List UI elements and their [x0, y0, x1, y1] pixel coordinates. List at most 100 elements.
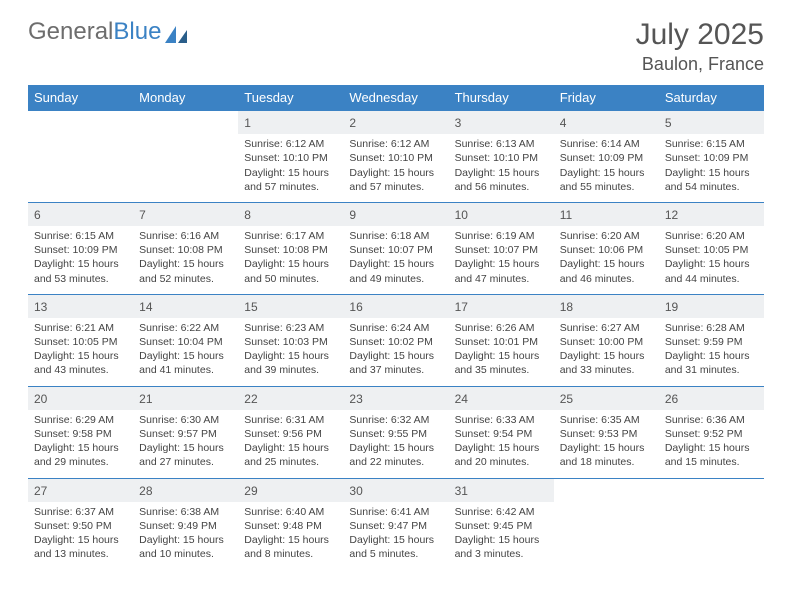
day-detail-cell: Sunrise: 6:13 AMSunset: 10:10 PMDaylight… [449, 134, 554, 202]
day-number-cell [554, 478, 659, 502]
day-number-cell: 30 [343, 478, 448, 502]
detail-row: Sunrise: 6:15 AMSunset: 10:09 PMDaylight… [28, 226, 764, 294]
day-detail-line: Sunrise: 6:14 AM [560, 137, 653, 151]
day-number-cell: 7 [133, 202, 238, 226]
day-detail-cell: Sunrise: 6:37 AMSunset: 9:50 PMDaylight:… [28, 502, 133, 570]
day-detail-line: Daylight: 15 hours and 43 minutes. [34, 349, 127, 377]
weekday-header: Thursday [449, 85, 554, 111]
day-detail-line: Sunset: 10:06 PM [560, 243, 653, 257]
day-number-cell: 3 [449, 111, 554, 135]
day-number-cell: 21 [133, 386, 238, 410]
weekday-header: Friday [554, 85, 659, 111]
day-detail-cell [659, 502, 764, 570]
day-detail-line: Sunrise: 6:20 AM [665, 229, 758, 243]
day-detail-line: Daylight: 15 hours and 46 minutes. [560, 257, 653, 285]
day-detail-cell: Sunrise: 6:40 AMSunset: 9:48 PMDaylight:… [238, 502, 343, 570]
weekday-header: Wednesday [343, 85, 448, 111]
day-number-cell: 26 [659, 386, 764, 410]
day-detail-line: Sunset: 10:08 PM [139, 243, 232, 257]
day-detail-line: Sunset: 10:01 PM [455, 335, 548, 349]
day-detail-line: Sunrise: 6:31 AM [244, 413, 337, 427]
detail-row: Sunrise: 6:21 AMSunset: 10:05 PMDaylight… [28, 318, 764, 386]
daynum-row: 2728293031 [28, 478, 764, 502]
day-detail-line: Sunrise: 6:36 AM [665, 413, 758, 427]
day-detail-line: Sunset: 9:48 PM [244, 519, 337, 533]
day-detail-cell: Sunrise: 6:38 AMSunset: 9:49 PMDaylight:… [133, 502, 238, 570]
day-detail-line: Sunrise: 6:35 AM [560, 413, 653, 427]
day-number-cell: 27 [28, 478, 133, 502]
day-detail-cell: Sunrise: 6:30 AMSunset: 9:57 PMDaylight:… [133, 410, 238, 478]
day-number-cell: 25 [554, 386, 659, 410]
day-detail-line: Sunrise: 6:38 AM [139, 505, 232, 519]
day-detail-line: Sunset: 10:04 PM [139, 335, 232, 349]
day-detail-cell: Sunrise: 6:35 AMSunset: 9:53 PMDaylight:… [554, 410, 659, 478]
day-detail-line: Sunset: 10:02 PM [349, 335, 442, 349]
page: GeneralBlue July 2025 Baulon, France Sun… [0, 0, 792, 612]
day-number-cell: 2 [343, 111, 448, 135]
day-detail-line: Sunrise: 6:30 AM [139, 413, 232, 427]
day-detail-line: Sunset: 9:53 PM [560, 427, 653, 441]
day-detail-cell: Sunrise: 6:29 AMSunset: 9:58 PMDaylight:… [28, 410, 133, 478]
day-detail-cell [133, 134, 238, 202]
day-detail-line: Sunrise: 6:37 AM [34, 505, 127, 519]
day-detail-line: Sunrise: 6:13 AM [455, 137, 548, 151]
day-detail-line: Daylight: 15 hours and 56 minutes. [455, 166, 548, 194]
daynum-row: 12345 [28, 111, 764, 135]
day-detail-line: Daylight: 15 hours and 20 minutes. [455, 441, 548, 469]
day-detail-line: Sunset: 9:47 PM [349, 519, 442, 533]
day-number-cell: 16 [343, 294, 448, 318]
day-detail-line: Sunset: 10:03 PM [244, 335, 337, 349]
day-detail-line: Sunset: 10:05 PM [34, 335, 127, 349]
day-number-cell: 6 [28, 202, 133, 226]
day-number-cell: 22 [238, 386, 343, 410]
day-number-cell: 9 [343, 202, 448, 226]
day-detail-cell: Sunrise: 6:15 AMSunset: 10:09 PMDaylight… [659, 134, 764, 202]
calendar-table: Sunday Monday Tuesday Wednesday Thursday… [28, 85, 764, 569]
day-number-cell: 24 [449, 386, 554, 410]
day-detail-line: Daylight: 15 hours and 33 minutes. [560, 349, 653, 377]
day-number-cell: 17 [449, 294, 554, 318]
day-number-cell: 28 [133, 478, 238, 502]
title-location: Baulon, France [636, 54, 764, 75]
day-detail-line: Sunset: 10:07 PM [455, 243, 548, 257]
day-detail-line: Daylight: 15 hours and 37 minutes. [349, 349, 442, 377]
day-detail-line: Sunrise: 6:15 AM [665, 137, 758, 151]
day-detail-line: Sunrise: 6:26 AM [455, 321, 548, 335]
day-number-cell: 19 [659, 294, 764, 318]
title-month: July 2025 [636, 18, 764, 52]
day-detail-line: Daylight: 15 hours and 29 minutes. [34, 441, 127, 469]
day-detail-line: Sunrise: 6:18 AM [349, 229, 442, 243]
weekday-header-row: Sunday Monday Tuesday Wednesday Thursday… [28, 85, 764, 111]
day-detail-line: Daylight: 15 hours and 50 minutes. [244, 257, 337, 285]
day-detail-cell [28, 134, 133, 202]
logo-text-1: General [28, 18, 113, 46]
day-number-cell [133, 111, 238, 135]
day-detail-line: Sunset: 10:07 PM [349, 243, 442, 257]
day-number-cell: 18 [554, 294, 659, 318]
day-detail-cell: Sunrise: 6:12 AMSunset: 10:10 PMDaylight… [343, 134, 448, 202]
day-detail-line: Daylight: 15 hours and 52 minutes. [139, 257, 232, 285]
day-detail-line: Daylight: 15 hours and 39 minutes. [244, 349, 337, 377]
day-detail-cell: Sunrise: 6:27 AMSunset: 10:00 PMDaylight… [554, 318, 659, 386]
day-detail-line: Sunrise: 6:15 AM [34, 229, 127, 243]
day-number-cell [659, 478, 764, 502]
day-detail-line: Sunrise: 6:12 AM [349, 137, 442, 151]
day-detail-line: Sunset: 9:54 PM [455, 427, 548, 441]
day-detail-line: Daylight: 15 hours and 13 minutes. [34, 533, 127, 561]
day-detail-line: Sunset: 9:52 PM [665, 427, 758, 441]
day-number-cell: 10 [449, 202, 554, 226]
day-detail-line: Sunrise: 6:40 AM [244, 505, 337, 519]
day-detail-line: Sunrise: 6:19 AM [455, 229, 548, 243]
day-detail-cell: Sunrise: 6:20 AMSunset: 10:05 PMDaylight… [659, 226, 764, 294]
day-number-cell: 15 [238, 294, 343, 318]
day-detail-cell: Sunrise: 6:41 AMSunset: 9:47 PMDaylight:… [343, 502, 448, 570]
day-detail-line: Sunrise: 6:32 AM [349, 413, 442, 427]
day-detail-cell: Sunrise: 6:17 AMSunset: 10:08 PMDaylight… [238, 226, 343, 294]
day-detail-cell: Sunrise: 6:24 AMSunset: 10:02 PMDaylight… [343, 318, 448, 386]
day-detail-line: Sunrise: 6:23 AM [244, 321, 337, 335]
day-number-cell: 29 [238, 478, 343, 502]
day-detail-line: Daylight: 15 hours and 31 minutes. [665, 349, 758, 377]
day-detail-line: Sunset: 9:49 PM [139, 519, 232, 533]
day-detail-line: Sunrise: 6:42 AM [455, 505, 548, 519]
day-number-cell: 11 [554, 202, 659, 226]
